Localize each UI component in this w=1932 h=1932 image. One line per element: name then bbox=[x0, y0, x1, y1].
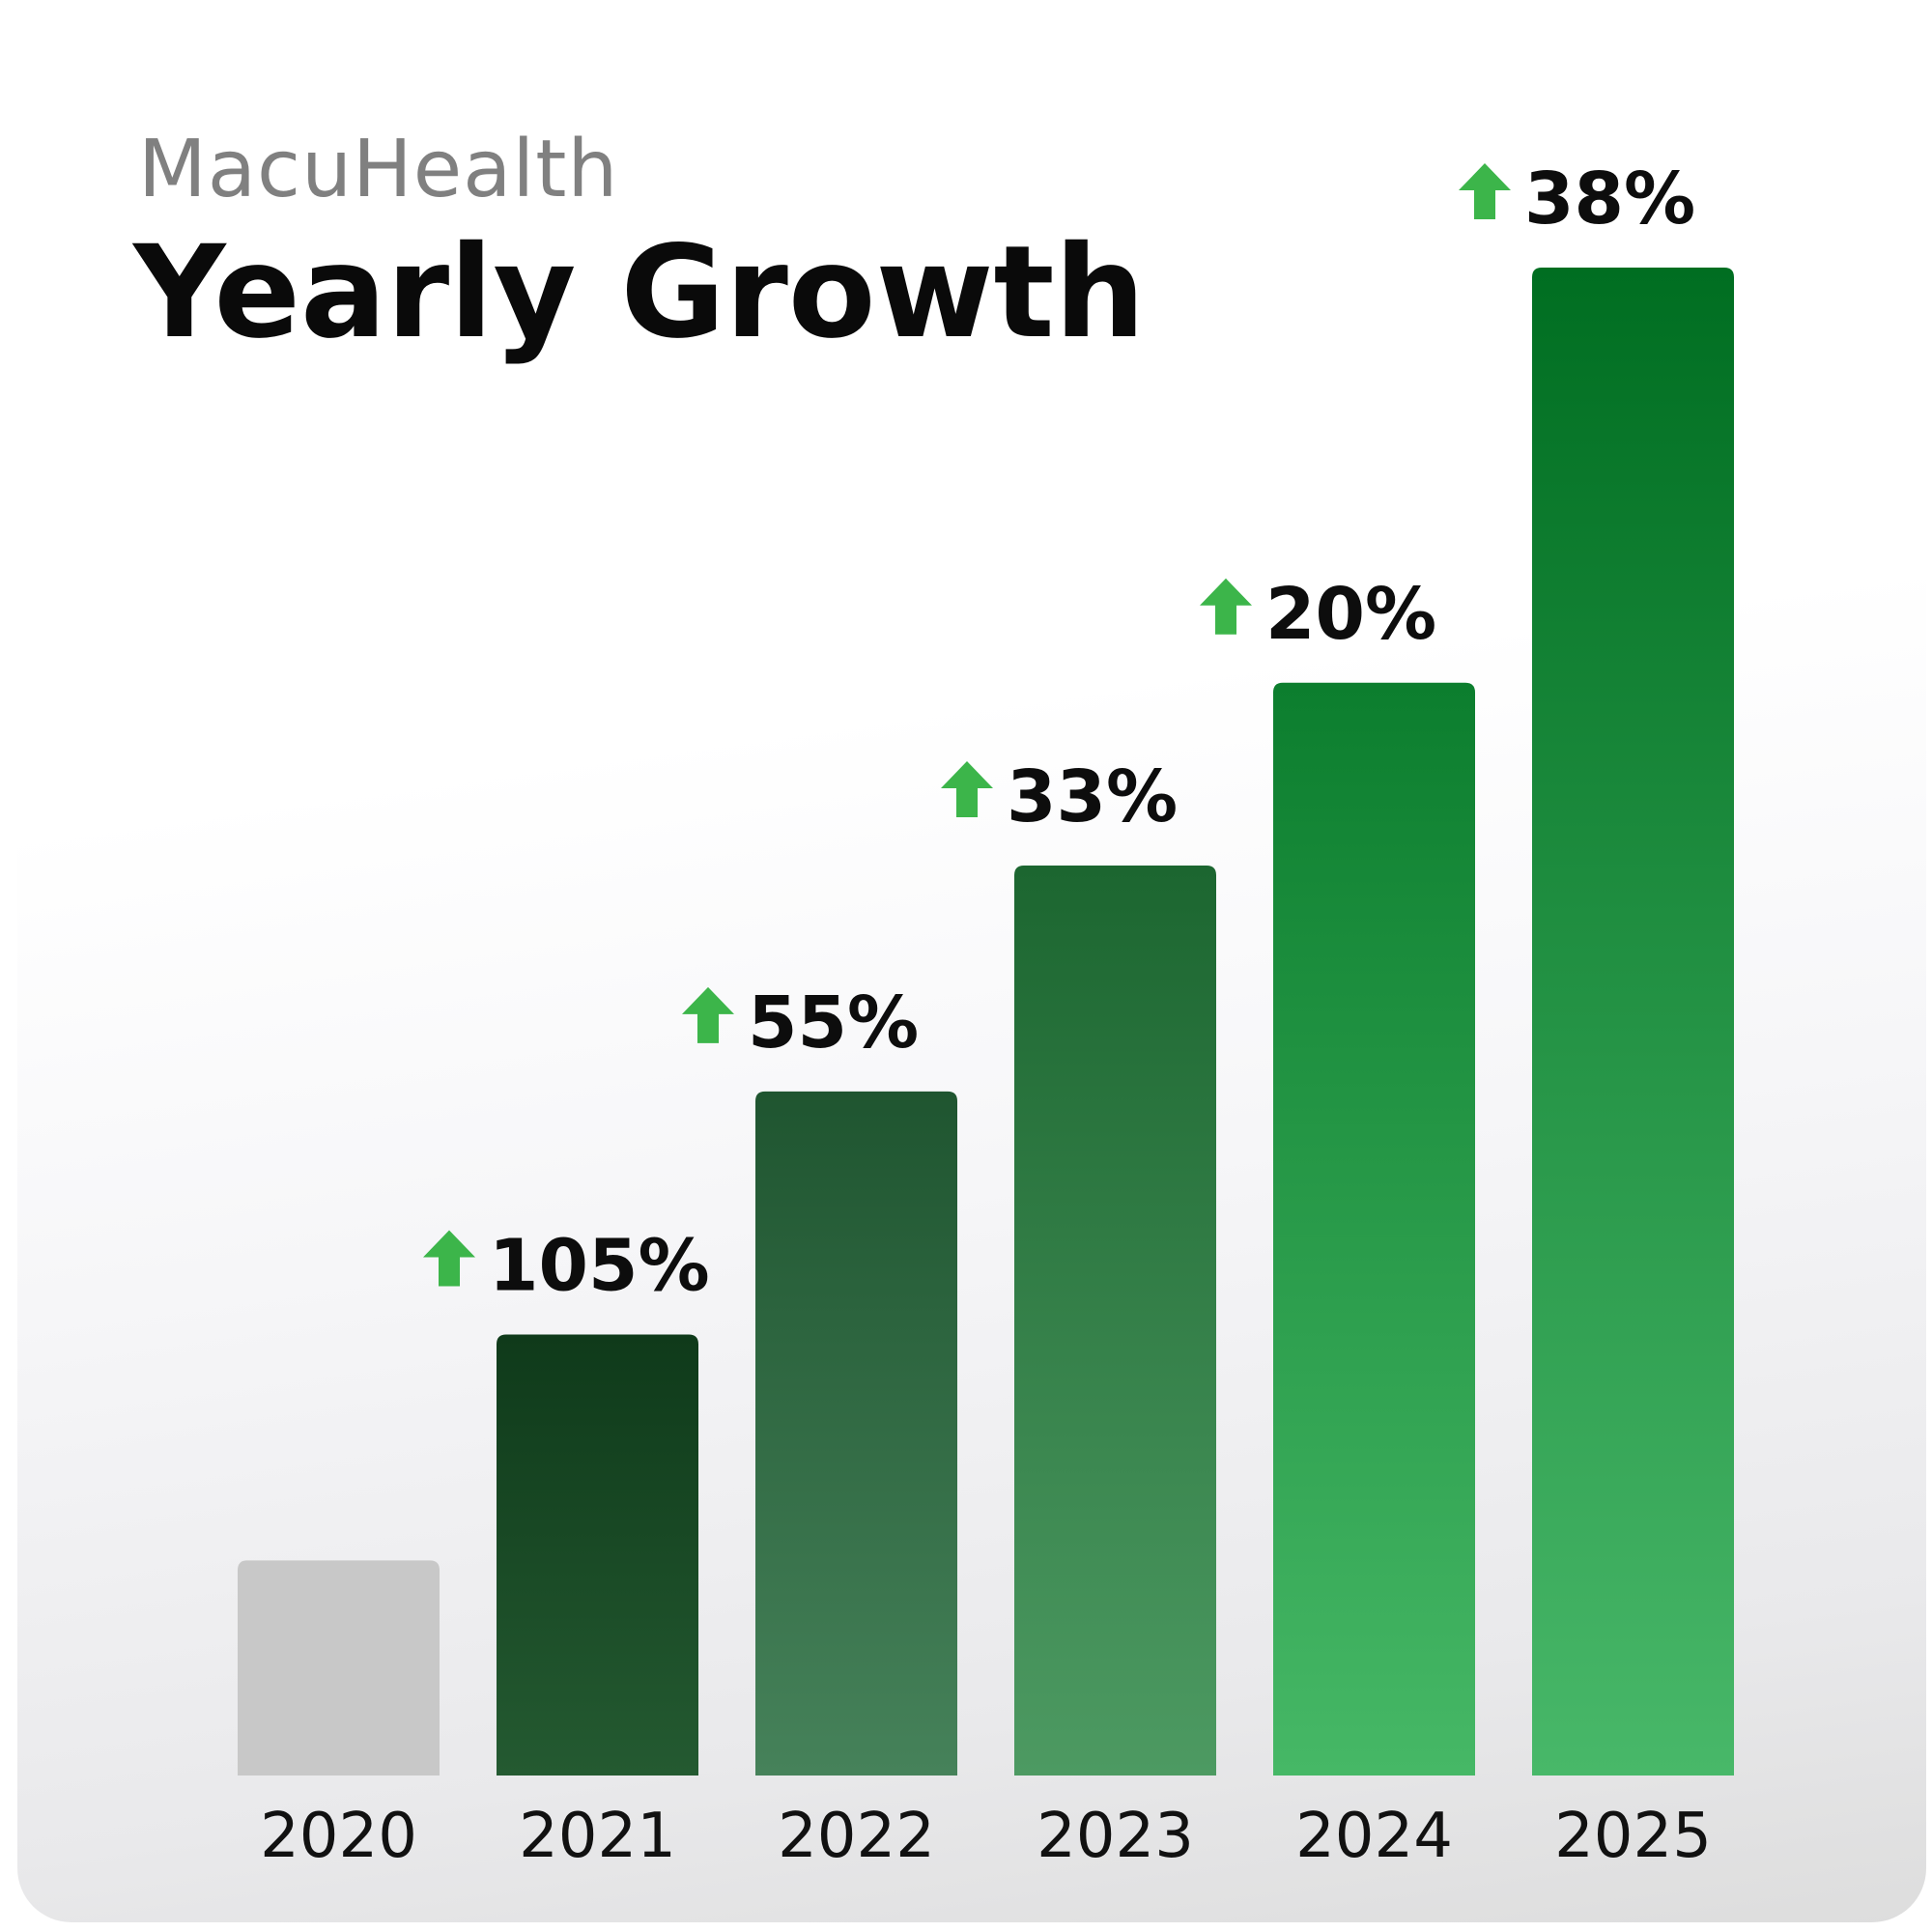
x-tick-label-2021: 2021 bbox=[519, 1801, 676, 1872]
up-arrow-icon bbox=[1459, 163, 1511, 219]
x-tick-label-2022: 2022 bbox=[778, 1801, 935, 1872]
x-tick-label-2025: 2025 bbox=[1554, 1801, 1712, 1872]
chart-title: Yearly Growth bbox=[133, 218, 1146, 367]
growth-label-2022: 55% bbox=[748, 981, 919, 1065]
bar-2024 bbox=[1273, 682, 1475, 1776]
growth-label-2024: 20% bbox=[1265, 573, 1436, 656]
bars-layer bbox=[238, 268, 1734, 1776]
bar-2020 bbox=[238, 1560, 440, 1776]
x-tick-label-2023: 2023 bbox=[1037, 1801, 1194, 1872]
up-arrow-icon bbox=[941, 761, 993, 818]
labels-layer: 2020 2021 105% 2022 55% 2023 33% 2024 20% 2025 38% bbox=[260, 157, 1712, 1872]
x-tick-label-2020: 2020 bbox=[260, 1801, 417, 1872]
growth-label-2023: 33% bbox=[1007, 755, 1178, 838]
bar-2023 bbox=[1014, 866, 1216, 1776]
up-arrow-icon bbox=[682, 986, 734, 1043]
growth-label-2021: 105% bbox=[489, 1225, 710, 1308]
up-arrow-icon bbox=[1200, 578, 1252, 635]
bar-2025 bbox=[1532, 268, 1734, 1776]
x-tick-label-2024: 2024 bbox=[1295, 1801, 1453, 1872]
bar-2022 bbox=[755, 1091, 957, 1776]
up-arrow-icon bbox=[423, 1230, 475, 1287]
growth-label-2025: 38% bbox=[1524, 157, 1695, 241]
bar-2021 bbox=[497, 1334, 698, 1776]
brand-name: MacuHealth bbox=[138, 124, 619, 215]
